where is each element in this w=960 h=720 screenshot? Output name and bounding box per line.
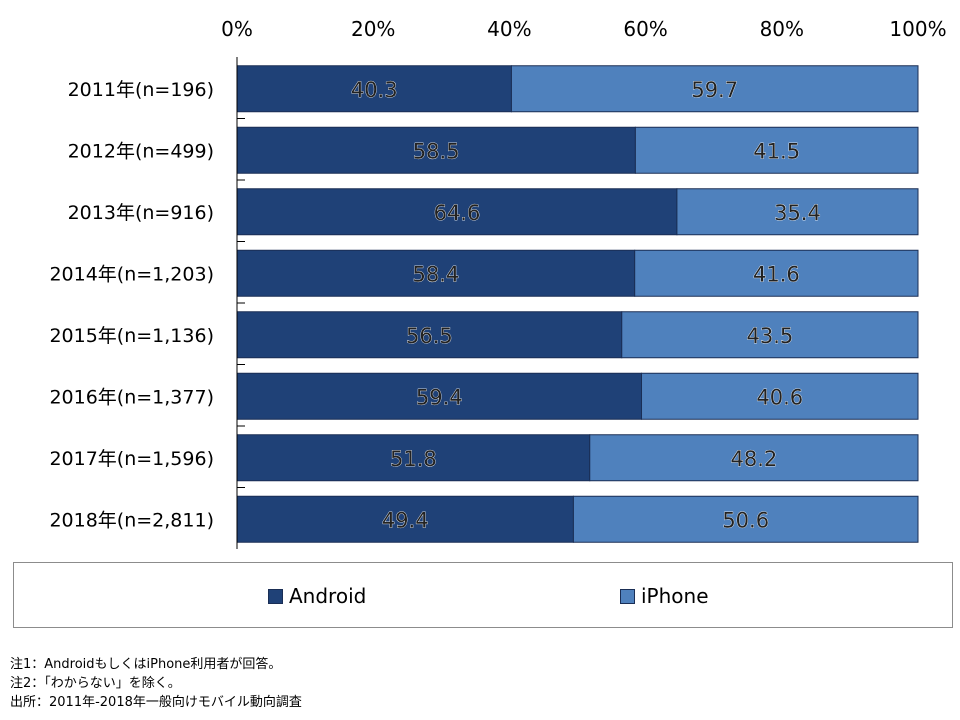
bar-segment-iphone: [510, 65, 919, 113]
data-label: 56.5: [406, 324, 453, 348]
data-label: 40.3: [351, 78, 398, 102]
category-label: 2017年(n=1,596): [49, 448, 214, 470]
legend-item-iphone: iPhone: [620, 584, 709, 608]
x-tick-label: 60%: [623, 17, 667, 41]
category-label: 2011年(n=196): [68, 79, 214, 101]
bar-segment-iphone: [589, 434, 919, 482]
bar-segment-android: [236, 65, 512, 113]
x-tick-label: 40%: [487, 17, 531, 41]
x-axis-ticks: 0% 20% 40% 60% 80% 100%: [221, 17, 946, 41]
data-label: 41.6: [753, 262, 800, 286]
footnotes: 注1：AndroidもしくはiPhone利用者が回答。 注2：「わからない」を除…: [10, 655, 302, 712]
x-tick-label: 0%: [221, 17, 253, 41]
note-1: 注1：AndroidもしくはiPhone利用者が回答。: [10, 657, 282, 672]
category-label: 2015年(n=1,136): [49, 325, 214, 347]
bar-segment-android: [236, 188, 678, 236]
legend-iphone-label: iPhone: [641, 584, 709, 608]
note-2: 注2：「わからない」を除く。: [10, 676, 181, 691]
legend: Android iPhone: [13, 562, 953, 628]
bar-segment-iphone: [641, 372, 919, 420]
bar-segment-android: [236, 434, 591, 482]
data-label: 50.6: [722, 508, 769, 532]
data-label: 59.4: [416, 385, 463, 409]
bar-segment-iphone: [634, 249, 919, 297]
data-label: 58.4: [412, 262, 459, 286]
source-note: 出所：2011年-2018年一般向けモバイル動向調査: [10, 695, 302, 710]
legend-item-android: Android: [268, 584, 367, 608]
legend-android-label: Android: [289, 584, 367, 608]
iphone-swatch: [620, 588, 635, 604]
category-label: 2018年(n=2,811): [49, 509, 214, 531]
category-label: 2013年(n=916): [68, 202, 214, 224]
value-labels: 40.3 59.7 58.5 41.5 64.6 35.4 58.4 41.6 56.5 43.5…: [350, 77, 821, 532]
axis-lines: [236, 57, 245, 549]
bar-segment-iphone: [572, 495, 919, 543]
bar-segment-android: [236, 249, 636, 297]
data-label: 43.5: [746, 324, 793, 348]
x-tick-label: 80%: [760, 17, 804, 41]
x-tick-label: 100%: [889, 17, 946, 41]
data-label: 35.4: [774, 201, 821, 225]
data-label: 41.5: [753, 139, 800, 163]
android-swatch: [268, 588, 283, 604]
bar-segment-android: [236, 126, 636, 174]
stacked-bar-chart: 0% 20% 40% 60% 80% 100% 2011年(n=196) 2012年(n=4…: [49, 17, 947, 549]
x-tick-label: 20%: [351, 17, 395, 41]
category-label: 2014年(n=1,203): [49, 263, 214, 285]
data-label: 64.6: [434, 201, 481, 225]
category-labels: 2011年(n=196) 2012年(n=499) 2013年(n=916) 2014…: [49, 79, 214, 532]
bars: [236, 65, 919, 543]
bar-segment-iphone: [621, 311, 919, 359]
data-label: 48.2: [730, 447, 777, 471]
category-label: 2016年(n=1,377): [49, 386, 214, 408]
data-label: 40.6: [756, 385, 803, 409]
data-label: 58.5: [413, 139, 460, 163]
bar-segment-iphone: [634, 126, 919, 174]
data-label: 59.7: [691, 78, 738, 102]
category-label: 2012年(n=499): [68, 140, 214, 162]
data-label: 49.4: [382, 508, 429, 532]
bar-segment-iphone: [676, 188, 919, 236]
data-label: 51.8: [390, 447, 437, 471]
